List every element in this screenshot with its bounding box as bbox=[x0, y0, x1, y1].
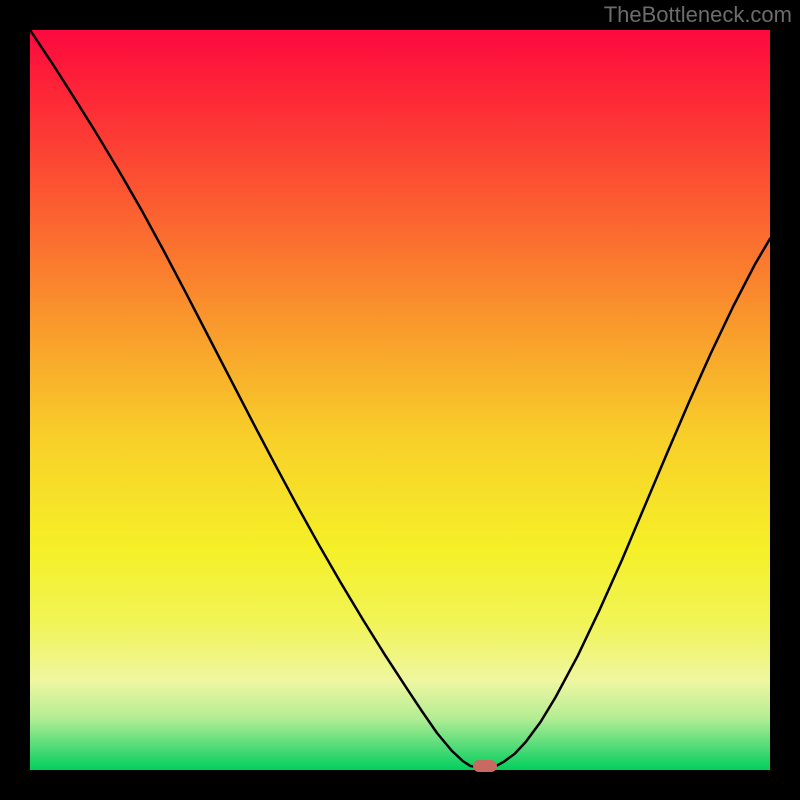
plot-area bbox=[30, 30, 770, 770]
watermark-text: TheBottleneck.com bbox=[604, 2, 792, 28]
bottleneck-chart-svg bbox=[30, 30, 770, 770]
chart-container: TheBottleneck.com bbox=[0, 0, 800, 800]
optimal-point-marker bbox=[473, 760, 497, 772]
gradient-background bbox=[30, 30, 770, 770]
